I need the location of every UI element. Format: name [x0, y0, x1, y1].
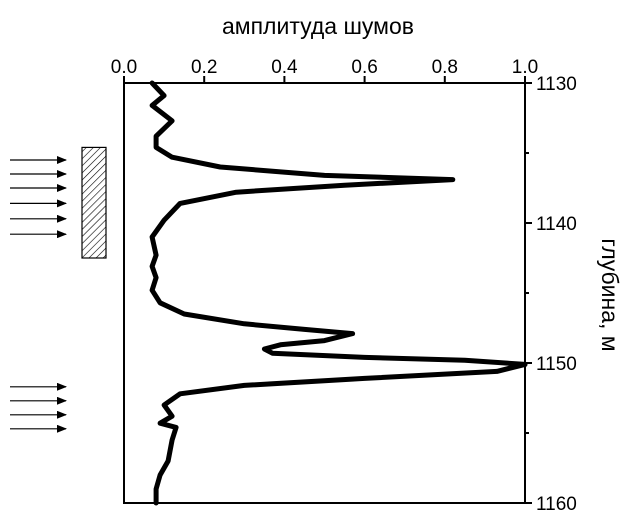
- data-point: [167, 460, 169, 462]
- data-point: [344, 184, 346, 186]
- noise-amplitude-line: [149, 80, 528, 506]
- y-tick-label: 1150: [536, 354, 577, 375]
- series-group: [149, 80, 528, 506]
- x-tick-label: 1.0: [512, 57, 538, 78]
- data-point: [163, 404, 165, 406]
- data-point: [324, 174, 325, 176]
- data-point: [219, 166, 221, 168]
- data-point: [524, 363, 526, 365]
- x-tick-label: 0.0: [111, 57, 137, 78]
- data-point: [151, 82, 153, 84]
- data-point: [171, 120, 173, 122]
- data-point: [364, 377, 366, 379]
- data-point: [163, 95, 165, 97]
- data-point: [183, 313, 185, 315]
- data-point: [263, 348, 265, 350]
- data-point: [151, 236, 153, 238]
- data-point: [279, 344, 281, 346]
- x-tick-label: 0.6: [351, 57, 377, 78]
- data-point: [155, 502, 157, 504]
- data-point: [163, 219, 165, 221]
- x-tick-label: 0.8: [432, 57, 458, 78]
- data-point: [235, 191, 237, 193]
- data-point: [155, 277, 157, 279]
- data-point: [171, 156, 173, 158]
- data-point: [496, 370, 498, 372]
- data-point: [452, 179, 454, 181]
- data-point: [151, 104, 153, 106]
- y-tick-label: 1160: [536, 494, 577, 511]
- data-point: [155, 254, 157, 256]
- y-axis-ticks: 1130 1140 1150 1160: [525, 74, 577, 511]
- data-point: [151, 289, 153, 291]
- x-axis-ticks: 0.0 0.2 0.4 0.6 0.8 1.0: [111, 57, 538, 83]
- data-point: [352, 333, 354, 335]
- y-tick-label: 1140: [536, 214, 577, 235]
- data-point: [243, 384, 245, 386]
- y-tick-label: 1130: [536, 74, 577, 95]
- data-point: [243, 323, 245, 325]
- depth-annotations: [10, 146, 107, 433]
- plot-frame: [123, 82, 526, 504]
- data-point: [303, 328, 305, 330]
- data-point: [175, 426, 177, 428]
- data-point: [271, 352, 273, 354]
- x-tick-label: 0.2: [191, 57, 217, 78]
- data-point: [179, 202, 181, 204]
- data-point: [155, 146, 157, 148]
- data-point: [179, 393, 181, 395]
- y-axis-title: глубина, м: [597, 238, 623, 351]
- data-point: [324, 340, 325, 342]
- x-axis-title: амплитуда шумов: [222, 13, 414, 39]
- x-tick-label: 0.4: [271, 57, 298, 78]
- data-point: [159, 302, 161, 304]
- data-point: [151, 265, 153, 267]
- data-point: [364, 356, 366, 358]
- data-point: [464, 359, 466, 361]
- data-point: [159, 422, 161, 424]
- data-point: [159, 474, 161, 476]
- data-point: [155, 488, 157, 490]
- data-point: [155, 135, 157, 137]
- perforation-interval: [81, 146, 107, 259]
- data-point: [171, 415, 173, 417]
- data-point: [171, 439, 173, 441]
